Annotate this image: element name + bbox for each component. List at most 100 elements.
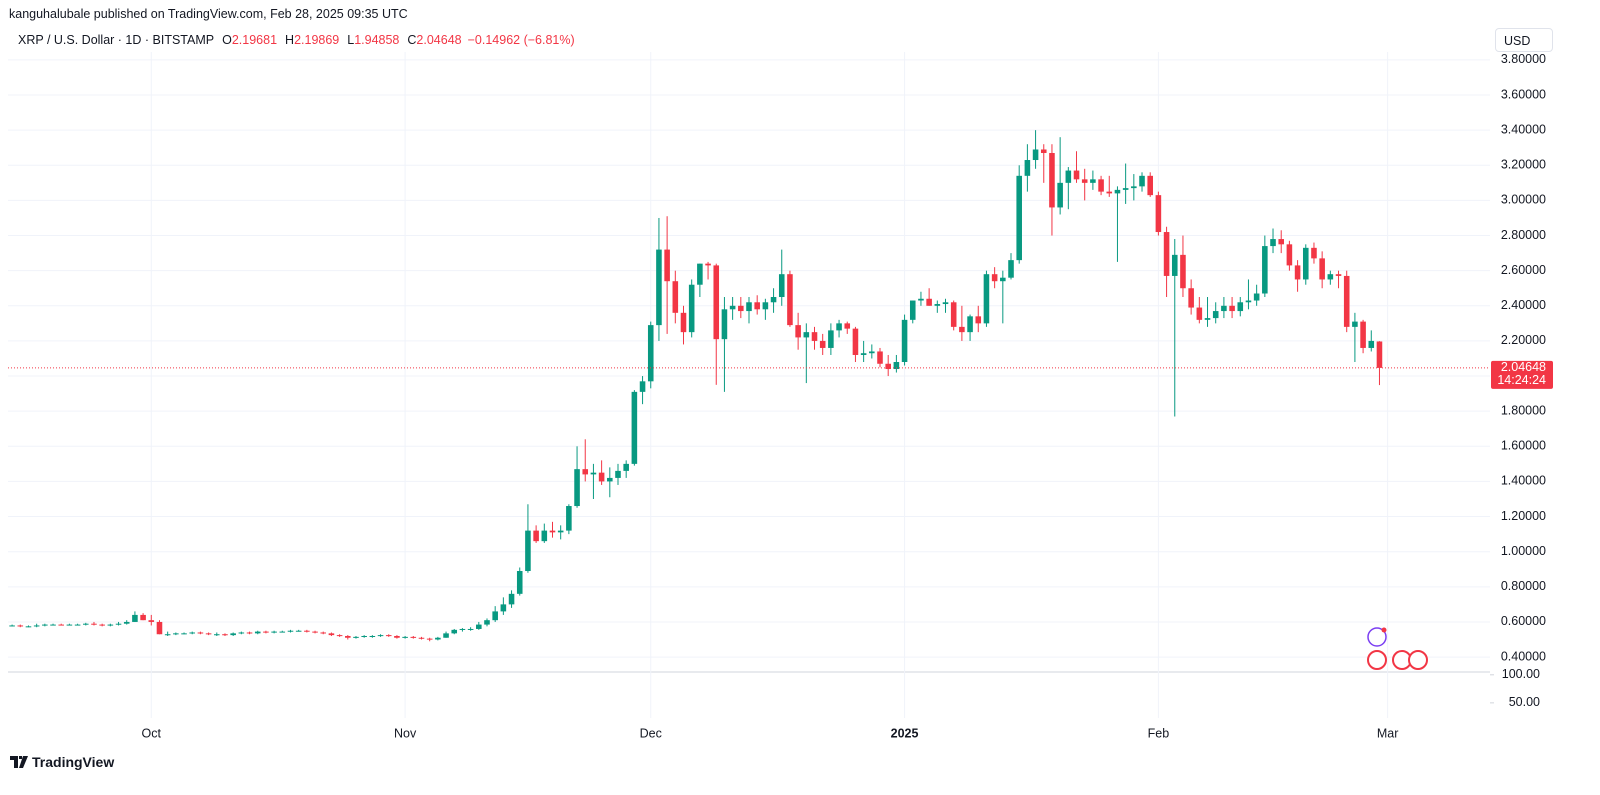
candle-body [721, 309, 728, 340]
y-tick-label: 0.60000 [1501, 614, 1546, 628]
candle-body [566, 506, 572, 531]
countdown-label: 14:24:24 [1497, 373, 1546, 387]
candle-body [1049, 152, 1055, 208]
candle-body [738, 305, 744, 312]
candle-body [795, 325, 801, 338]
candle-body [1311, 247, 1317, 259]
candle-body [1343, 275, 1350, 327]
candle-body [926, 298, 932, 306]
y-tick-label: 3.00000 [1501, 193, 1546, 207]
candle-body [99, 624, 105, 626]
candle-body [353, 636, 359, 638]
candle-body [549, 530, 556, 533]
candle-body [877, 351, 883, 364]
candle-body [508, 593, 515, 605]
candle-body [377, 635, 384, 637]
y-tick-label: 3.60000 [1501, 87, 1546, 101]
candle-body [451, 629, 458, 634]
candle-body [459, 628, 466, 630]
y-tick-label: 1.40000 [1501, 474, 1546, 488]
x-tick-label: Feb [1148, 726, 1170, 740]
candle-body [1212, 311, 1219, 319]
candle-body [631, 391, 638, 464]
currency-button[interactable]: USD [1495, 28, 1553, 52]
candle-body [1270, 239, 1276, 247]
candle-body [729, 305, 736, 310]
candle-body [1040, 149, 1047, 153]
candle-body [991, 274, 998, 282]
candle-body [426, 638, 433, 640]
candle-body [754, 302, 760, 310]
ohlc-label: C [407, 33, 417, 47]
candle-body [205, 633, 212, 635]
candle-body [132, 614, 138, 622]
candle-body [557, 530, 564, 533]
y-tick-label: 1.60000 [1501, 439, 1546, 453]
candle-body [467, 628, 474, 630]
candle-body [697, 263, 703, 285]
candle-body [1221, 305, 1227, 312]
candle-body [574, 469, 580, 507]
candle-body [516, 571, 523, 594]
candle-body [1032, 149, 1039, 161]
candle-body [582, 469, 589, 475]
candle-body [885, 363, 891, 370]
candle-body [844, 323, 851, 329]
candle-body [762, 302, 769, 310]
candle-body [91, 623, 97, 625]
candle-body [214, 634, 220, 636]
candle-body [140, 614, 146, 621]
candle-body [435, 637, 441, 640]
candle-body [1122, 188, 1129, 190]
candle-body [58, 624, 65, 626]
brand[interactable]: TradingView [10, 754, 114, 770]
last-price-label: 2.04648 [1501, 360, 1546, 374]
candle-body [271, 631, 277, 633]
event-icon[interactable] [1367, 627, 1387, 647]
candle-body [656, 249, 662, 326]
candle-body [385, 635, 392, 637]
x-tick-label: Oct [142, 726, 162, 740]
candle-body [336, 635, 343, 637]
candle-body [181, 633, 187, 635]
candle-body [1098, 179, 1104, 192]
candle-body [173, 633, 179, 635]
candle-body [42, 624, 48, 626]
candle-body [1155, 195, 1162, 233]
event-icon[interactable] [1367, 650, 1387, 670]
candle-body [238, 632, 245, 634]
event-icons[interactable] [1367, 627, 1428, 670]
indicator-tick-label: 50.00 [1509, 695, 1540, 709]
y-tick-label: 1.00000 [1501, 544, 1546, 558]
candle-body [1106, 191, 1113, 194]
candle-body [1262, 246, 1268, 294]
candle-body [1188, 288, 1194, 308]
candle-body [402, 636, 408, 638]
indicator-tick-label: 100.00 [1502, 667, 1540, 681]
candle-body [320, 632, 327, 634]
candle-body [1204, 318, 1211, 320]
candle-body [909, 300, 916, 320]
candle-body [664, 249, 670, 282]
candle-body [369, 635, 376, 637]
candle-body [1073, 170, 1080, 180]
candle-body [197, 632, 204, 634]
candle-body [1090, 179, 1096, 183]
candle-body [1352, 321, 1358, 327]
candle-body [279, 631, 286, 633]
ohlc-value: 2.04648 [416, 33, 462, 47]
candle-body [156, 621, 163, 635]
candle-body [746, 302, 752, 312]
candle-body [1376, 341, 1383, 368]
candle-body [1147, 175, 1153, 196]
candle-body [50, 624, 56, 626]
candle-body [33, 625, 40, 627]
candle-body [1229, 305, 1235, 312]
candle-body [811, 332, 818, 341]
candle-body [17, 625, 24, 627]
publish-info: kanguhalubale published on TradingView.c… [9, 7, 408, 21]
event-icon[interactable] [1408, 650, 1428, 670]
y-tick-label: 2.20000 [1501, 333, 1546, 347]
candle-body [590, 472, 597, 475]
y-tick-label: 3.40000 [1501, 122, 1546, 136]
